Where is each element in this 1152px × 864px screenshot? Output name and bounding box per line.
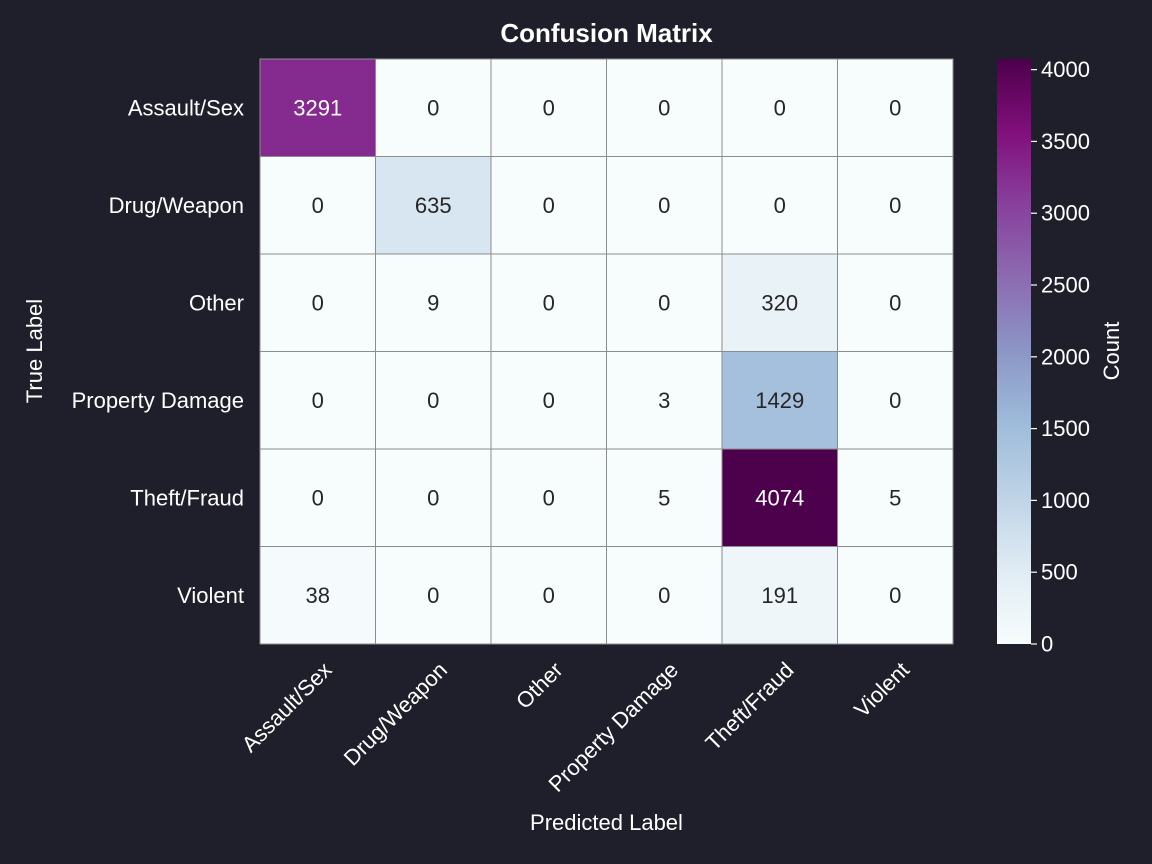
heatmap-cell <box>606 253 723 352</box>
cell-value-label: 3 <box>658 388 670 413</box>
heatmap-cell <box>721 448 838 547</box>
cell-value-label: 0 <box>658 95 670 120</box>
heatmap-cell <box>721 253 838 352</box>
cell-value-label: 4074 <box>755 485 804 510</box>
cell-value-label: 0 <box>658 290 670 315</box>
x-tick-label: Property Damage <box>543 657 683 797</box>
heatmap-cell <box>606 156 723 255</box>
cell-value-label: 0 <box>889 193 901 218</box>
x-tick-label: Assault/Sex <box>237 657 337 757</box>
heatmap-cell <box>606 546 723 645</box>
cell-value-label: 0 <box>543 290 555 315</box>
cell-value-label: 0 <box>427 388 439 413</box>
y-tick-label: Theft/Fraud <box>130 485 244 510</box>
heatmap-cell <box>259 351 376 450</box>
heatmap-cell <box>837 156 954 255</box>
chart-title: Confusion Matrix <box>500 18 713 48</box>
y-axis-label: True Label <box>22 298 47 404</box>
heatmap-cell <box>375 351 492 450</box>
cell-value-label: 0 <box>774 95 786 120</box>
heatmap-cell <box>837 546 954 645</box>
cell-value-label: 5 <box>889 485 901 510</box>
heatmap-cell <box>375 156 492 255</box>
cell-value-label: 5 <box>658 485 670 510</box>
colorbar-tick-label: 3000 <box>1041 201 1090 226</box>
cell-value-label: 0 <box>658 583 670 608</box>
cell-value-label: 635 <box>415 193 452 218</box>
cell-value-label: 38 <box>306 583 330 608</box>
cell-value-label: 0 <box>658 193 670 218</box>
colorbar-tick-label: 1500 <box>1041 416 1090 441</box>
heatmap-cell <box>837 253 954 352</box>
cell-value-label: 0 <box>427 95 439 120</box>
x-tick-label: Theft/Fraud <box>700 657 798 755</box>
heatmap-cell <box>721 58 838 157</box>
colorbar-label: Count <box>1099 321 1124 381</box>
heatmap-cell <box>721 546 838 645</box>
cell-value-label: 0 <box>427 583 439 608</box>
heatmap-cell <box>259 253 376 352</box>
cell-value-label: 320 <box>761 290 798 315</box>
cell-value-label: 0 <box>889 388 901 413</box>
cell-value-label: 9 <box>427 290 439 315</box>
cell-value-label: 0 <box>312 290 324 315</box>
heatmap-cell <box>490 351 607 450</box>
x-tick-label: Violent <box>849 657 914 722</box>
y-tick-label: Property Damage <box>72 388 244 413</box>
x-tick-label: Drug/Weapon <box>339 657 452 770</box>
cell-value-label: 0 <box>312 485 324 510</box>
cell-value-label: 3291 <box>293 95 342 120</box>
colorbar-tick-label: 500 <box>1041 560 1078 585</box>
cell-value-label: 0 <box>312 193 324 218</box>
cell-value-label: 0 <box>889 583 901 608</box>
heatmap-cell <box>490 448 607 547</box>
heatmap-cell <box>837 58 954 157</box>
cell-value-label: 0 <box>543 583 555 608</box>
colorbar-tick-label: 1000 <box>1041 488 1090 513</box>
cell-value-label: 0 <box>543 388 555 413</box>
cell-value-label: 191 <box>761 583 798 608</box>
cell-value-label: 0 <box>312 388 324 413</box>
colorbar-ticks: 0 500 1000 1500 2000 2500 3000 3500 4000 <box>1031 57 1090 657</box>
x-tick-label: Other <box>511 657 568 714</box>
y-tick-labels: Assault/Sex Drug/Weapon Other Property Dama… <box>72 95 244 608</box>
heatmap-cell <box>721 351 838 450</box>
y-tick-label: Other <box>189 290 244 315</box>
heatmap-cell <box>606 448 723 547</box>
heatmap-cells <box>259 58 954 645</box>
heatmap-cell <box>375 58 492 157</box>
colorbar <box>997 59 1031 644</box>
heatmap-cell <box>375 253 492 352</box>
cell-value-label: 0 <box>543 193 555 218</box>
cell-value-label: 0 <box>774 193 786 218</box>
colorbar-tick-label: 2500 <box>1041 273 1090 298</box>
cell-value-label: 0 <box>543 95 555 120</box>
heatmap-cell <box>837 351 954 450</box>
heatmap-cell <box>490 253 607 352</box>
heatmap-cell-labels: 3291 0 0 0 0 0 0 635 0 0 0 0 0 9 0 0 320 0 0 0 0 3 1429 0 0 0 0 5 40… <box>293 95 901 608</box>
heatmap-cell <box>606 351 723 450</box>
y-tick-label: Assault/Sex <box>128 95 244 120</box>
heatmap-cell <box>259 448 376 547</box>
cell-value-label: 0 <box>427 485 439 510</box>
cell-value-label: 1429 <box>755 388 804 413</box>
heatmap-cell <box>490 58 607 157</box>
heatmap-cell <box>259 58 376 157</box>
heatmap-cell <box>606 58 723 157</box>
y-tick-label: Violent <box>177 583 244 608</box>
cell-value-label: 0 <box>889 290 901 315</box>
cell-value-label: 0 <box>889 95 901 120</box>
x-axis-label: Predicted Label <box>530 810 683 835</box>
heatmap-cell <box>837 448 954 547</box>
heatmap-cell <box>259 546 376 645</box>
colorbar-tick-label: 0 <box>1041 632 1053 657</box>
colorbar-tick-label: 2000 <box>1041 344 1090 369</box>
colorbar-tick-label: 3500 <box>1041 129 1090 154</box>
cell-value-label: 0 <box>543 485 555 510</box>
colorbar-tick-label: 4000 <box>1041 57 1090 82</box>
y-tick-label: Drug/Weapon <box>109 193 244 218</box>
